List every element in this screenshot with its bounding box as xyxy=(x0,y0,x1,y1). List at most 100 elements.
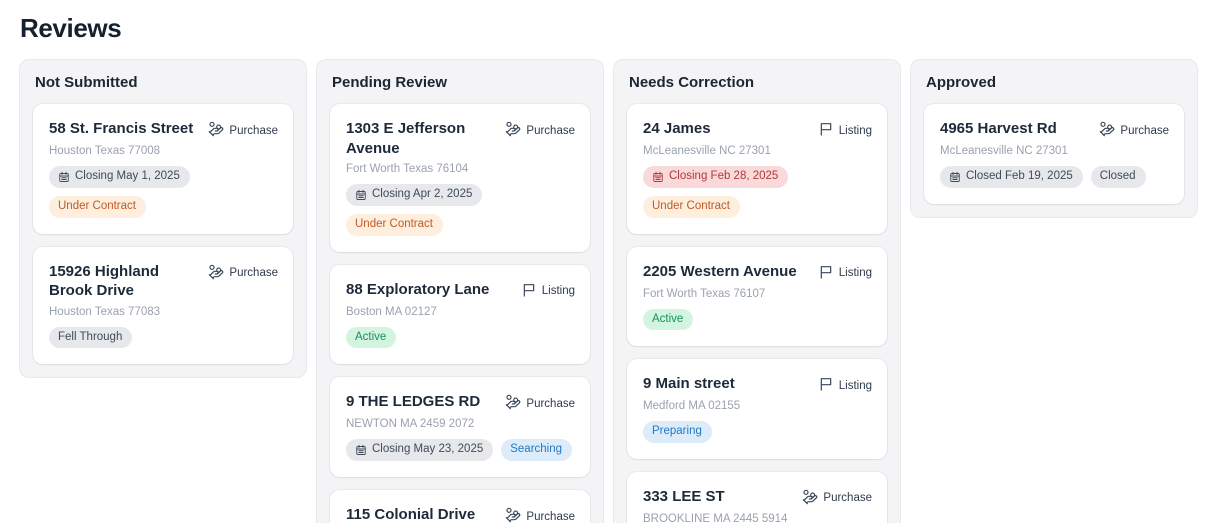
card-head: 24 James Listing xyxy=(643,119,872,140)
card-location: BROOKLINE MA 2445 5914 xyxy=(643,512,788,523)
card-type-label: Purchase xyxy=(1120,124,1169,137)
card-type: Listing xyxy=(818,374,872,395)
column-cards: 4965 Harvest Rd Purchase xyxy=(924,104,1184,204)
card-location: Fort Worth Texas 76107 xyxy=(643,287,766,300)
card-badges: Active xyxy=(643,308,872,330)
closing-date-badge: Closing Apr 2, 2025 xyxy=(346,184,483,206)
property-card[interactable]: 115 Colonial Drive Purchase xyxy=(330,490,590,523)
card-address: 88 Exploratory Lane xyxy=(346,280,490,298)
board-column: Not Submitted 58 St. Francis Street xyxy=(19,59,307,378)
column-cards: 1303 E Jefferson Avenue Pur xyxy=(330,104,590,523)
column-cards: 58 St. Francis Street Purch xyxy=(33,104,293,364)
card-badges: Fell Through xyxy=(49,326,278,348)
calendar-icon xyxy=(58,171,70,183)
hand-coins-icon xyxy=(505,507,521,523)
status-badge: Under Contract xyxy=(49,196,146,218)
property-card[interactable]: 1303 E Jefferson Avenue Pur xyxy=(330,104,590,252)
closing-date-badge: Closing May 23, 2025 xyxy=(346,439,494,461)
calendar-icon xyxy=(355,444,367,456)
board-column: Pending Review 1303 E Jefferson Avenue xyxy=(316,59,604,523)
card-head: 333 LEE ST Purchase xyxy=(643,487,872,508)
card-address: 24 James xyxy=(643,120,711,137)
card-location: Medford MA 02155 xyxy=(643,400,741,412)
card-head: 58 St. Francis Street Purch xyxy=(49,119,278,140)
hand-coins-icon xyxy=(1099,121,1115,140)
closing-date-badge: Closed Feb 19, 2025 xyxy=(940,166,1083,188)
card-type: Purchase xyxy=(1099,119,1169,140)
card-head: 9 THE LEDGES RD Purchase xyxy=(346,392,575,413)
card-address: 115 Colonial Drive xyxy=(346,506,476,523)
property-card[interactable]: 333 LEE ST Purchase xyxy=(627,471,887,523)
card-badges: Closing Apr 2, 2025 Under Contract xyxy=(346,184,575,236)
property-card[interactable]: 24 James Listing xyxy=(627,104,887,234)
card-type: Purchase xyxy=(208,119,278,140)
card-head: 115 Colonial Drive Purchase xyxy=(346,505,575,523)
card-badges: Preparing xyxy=(643,421,872,443)
card-head: 2205 Western Avenue Listing xyxy=(643,262,872,283)
flag-icon xyxy=(818,121,834,140)
board-column: Needs Correction 24 James xyxy=(613,59,901,523)
card-location: NEWTON MA 2459 2072 xyxy=(346,418,475,430)
calendar-icon xyxy=(355,189,367,201)
status-badge: Closed xyxy=(1090,166,1146,188)
card-type-label: Purchase xyxy=(823,492,872,504)
card-head: 88 Exploratory Lane Listing xyxy=(346,280,575,301)
card-address: 1303 E Jefferson Avenue xyxy=(346,120,466,157)
flag-icon xyxy=(818,376,834,395)
status-badge: Preparing xyxy=(643,421,712,443)
column-title: Needs Correction xyxy=(629,74,755,91)
closing-date-badge: Closing May 1, 2025 xyxy=(49,166,190,188)
card-location: Houston Texas 77008 xyxy=(49,145,161,157)
property-card[interactable]: 9 THE LEDGES RD Purchase xyxy=(330,377,590,477)
card-type: Purchase xyxy=(505,119,575,140)
card-type-label: Purchase xyxy=(229,124,278,137)
hand-coins-icon xyxy=(505,121,521,140)
card-badges: Closing Feb 28, 2025 Under Contract xyxy=(643,166,872,218)
card-type: Purchase xyxy=(505,505,575,523)
card-address: 58 St. Francis Street xyxy=(49,120,194,137)
property-card[interactable]: 9 Main street Listing xyxy=(627,359,887,459)
status-badge: Fell Through xyxy=(49,326,133,348)
closing-date-badge: Closing Feb 28, 2025 xyxy=(643,166,789,188)
card-type: Purchase xyxy=(505,392,575,413)
card-type-label: Listing xyxy=(838,124,872,137)
card-location: Fort Worth Texas 76104 xyxy=(346,163,469,175)
board-column: Approved 4965 Harvest Rd xyxy=(910,59,1198,218)
property-card[interactable]: 15926 Highland Brook Drive xyxy=(33,246,293,364)
property-card[interactable]: 58 St. Francis Street Purch xyxy=(33,104,293,234)
card-address: 9 Main street xyxy=(643,375,735,392)
status-badge: Searching xyxy=(501,439,573,461)
card-head: 9 Main street Listing xyxy=(643,374,872,395)
column-title: Approved xyxy=(926,74,997,91)
property-card[interactable]: 4965 Harvest Rd Purchase xyxy=(924,104,1184,204)
card-type-label: Listing xyxy=(541,285,575,297)
card-type-label: Purchase xyxy=(526,510,575,523)
card-badges: Closing May 23, 2025 Searching xyxy=(346,439,575,461)
card-type: Purchase xyxy=(802,487,872,508)
card-address: 333 LEE ST xyxy=(643,487,725,505)
hand-coins-icon xyxy=(208,121,224,140)
calendar-icon xyxy=(652,171,664,183)
card-location: Boston MA 02127 xyxy=(346,305,437,318)
calendar-icon xyxy=(949,171,961,183)
card-badges: Active xyxy=(346,326,575,348)
property-card[interactable]: 2205 Western Avenue Listing xyxy=(627,246,887,346)
status-badge: Active xyxy=(346,326,397,348)
status-badge: Under Contract xyxy=(643,196,740,218)
status-badge: Active xyxy=(643,308,694,330)
card-type-label: Purchase xyxy=(229,267,278,279)
card-type-label: Listing xyxy=(838,267,872,279)
card-type: Purchase xyxy=(208,262,278,283)
property-card[interactable]: 88 Exploratory Lane Listing xyxy=(330,264,590,364)
hand-coins-icon xyxy=(802,489,818,508)
card-type-label: Purchase xyxy=(526,124,575,137)
status-badge: Under Contract xyxy=(346,214,443,236)
flag-icon xyxy=(818,264,834,283)
card-head: 15926 Highland Brook Drive xyxy=(49,262,278,301)
card-type-label: Purchase xyxy=(526,397,575,410)
card-address: 2205 Western Avenue xyxy=(643,262,797,280)
card-location: Houston Texas 77083 xyxy=(49,305,161,318)
hand-coins-icon xyxy=(208,264,224,283)
card-address: 15926 Highland Brook Drive xyxy=(49,262,160,300)
